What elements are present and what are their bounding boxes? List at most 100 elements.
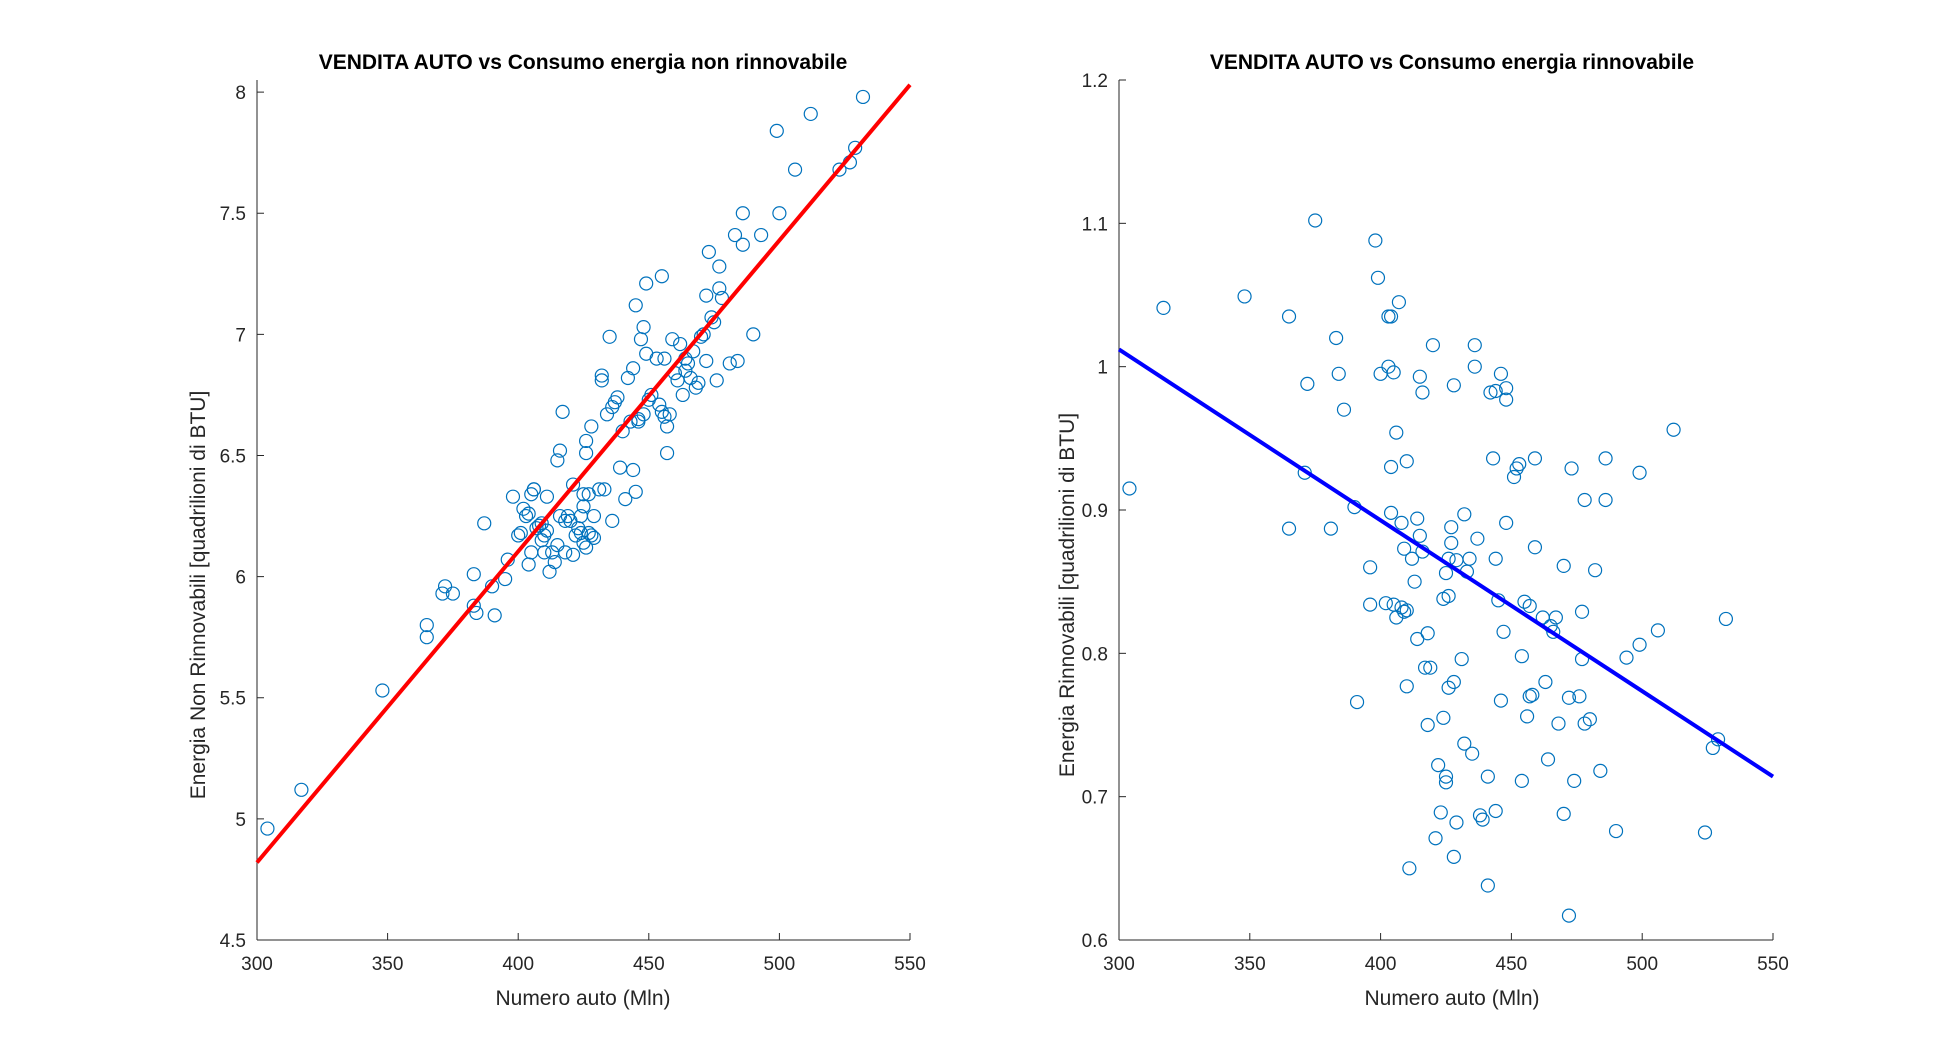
left-chart-data-point xyxy=(526,482,541,497)
left-chart-x-axis-label: Numero auto (Mln) xyxy=(495,987,670,1010)
right-chart-data-point xyxy=(1394,515,1409,531)
right-chart-data-point xyxy=(1650,623,1665,638)
left-chart-data-point xyxy=(727,227,743,243)
left-chart-y-tick-label: 5.5 xyxy=(220,689,246,710)
left-chart-x-tick-label: 550 xyxy=(894,954,926,975)
right-chart-data-point xyxy=(1399,454,1414,469)
right-chart-data-point xyxy=(1470,531,1485,546)
right-chart-data-point xyxy=(1323,521,1338,536)
left-chart-data-point xyxy=(699,353,714,369)
left-chart-data-point xyxy=(803,106,818,122)
right-chart-data-point xyxy=(1666,422,1681,437)
left-chart-data-point xyxy=(586,508,602,524)
right-chart-data-point xyxy=(1496,624,1511,639)
left-chart-data-point xyxy=(576,499,591,514)
right-chart-data-point xyxy=(1514,649,1529,664)
left-chart-x-tick-label: 400 xyxy=(502,954,534,975)
right-chart-data-point xyxy=(1598,492,1613,508)
left-chart-data-point xyxy=(579,433,594,449)
left-chart-data-point xyxy=(649,351,664,366)
right-chart-data-point xyxy=(1389,425,1404,440)
right-chart-data-point xyxy=(1402,861,1417,876)
right-chart-y-tick-label: 1.1 xyxy=(1082,214,1108,235)
left-chart-data-point xyxy=(419,630,434,645)
right-chart-y-tick-label: 0.6 xyxy=(1082,931,1108,952)
right-chart-data-point xyxy=(1420,626,1435,641)
left-chart-data-point xyxy=(579,540,594,555)
right-chart-data-point xyxy=(1588,563,1603,578)
right-chart-data-point xyxy=(1598,451,1613,466)
left-chart-data-point xyxy=(550,453,565,468)
right-chart-data-point xyxy=(1548,610,1563,625)
right-chart-x-tick-label: 400 xyxy=(1365,954,1397,975)
right-chart-data-point xyxy=(1561,908,1577,923)
left-chart-fit-line xyxy=(255,83,912,864)
right-chart-data-point xyxy=(1425,338,1441,353)
right-chart-data-point xyxy=(1368,233,1383,248)
right-chart-data-point xyxy=(1438,769,1454,784)
left-chart-data-point xyxy=(573,525,588,541)
left-chart-data-point xyxy=(618,491,633,507)
left-chart-fit-line-group xyxy=(255,83,912,864)
left-chart-data-point xyxy=(521,506,536,521)
right-chart-data-point xyxy=(1420,717,1435,733)
right-chart-data-point xyxy=(1349,694,1365,710)
right-chart-fit-line-group xyxy=(1117,347,1775,779)
left-chart-data-point xyxy=(787,162,803,177)
left-chart-data-point xyxy=(709,373,724,388)
right-chart-data-point xyxy=(1308,213,1323,228)
right-chart-data-point xyxy=(1499,515,1514,531)
left-chart-y-tick-label: 7.5 xyxy=(220,204,246,225)
left-chart-data-point xyxy=(477,516,492,531)
right-chart-data-point xyxy=(1363,597,1378,612)
left-chart: VENDITA AUTO vs Consumo energia non rinn… xyxy=(187,51,926,1010)
right-chart-fit-line xyxy=(1117,347,1775,779)
right-chart-data-point xyxy=(1506,469,1522,485)
right-chart-data-point xyxy=(1331,366,1346,381)
right-chart-data-point xyxy=(1577,492,1592,508)
left-chart-data-point xyxy=(735,237,750,252)
right-chart-data-point xyxy=(1467,359,1482,374)
right-chart-data-point xyxy=(1446,378,1461,393)
left-chart-data-point xyxy=(529,521,544,536)
left-chart-data-point xyxy=(579,445,594,461)
right-chart-data-point xyxy=(1619,650,1634,665)
right-chart-data-point xyxy=(1561,690,1577,705)
right-chart-data-point xyxy=(1488,383,1503,399)
right-chart-data-point xyxy=(1462,551,1477,566)
left-chart-data-point xyxy=(644,387,659,403)
right-chart-data-point xyxy=(1632,637,1647,652)
right-chart-data-point xyxy=(1410,511,1425,526)
left-chart-x-tick-label: 300 xyxy=(241,954,273,975)
right-chart-x-tick-label: 500 xyxy=(1626,954,1658,975)
right-chart-data-point xyxy=(1397,604,1412,619)
left-chart-y-tick-label: 6 xyxy=(235,568,246,589)
right-chart-data-point xyxy=(1378,596,1393,611)
left-chart-data-point xyxy=(673,336,688,352)
right-chart-data-point xyxy=(1281,521,1297,536)
right-chart-data-point xyxy=(1718,611,1734,627)
right-chart-data-point xyxy=(1577,716,1592,731)
left-chart-data-point xyxy=(636,407,651,422)
right-chart-data-point xyxy=(1399,679,1414,694)
right-chart-data-point xyxy=(1705,740,1720,756)
right-chart-data-point xyxy=(1444,520,1459,535)
left-chart-data-point xyxy=(657,351,672,366)
right-chart-data-point xyxy=(1449,815,1464,830)
left-chart-data-point xyxy=(445,586,460,601)
right-chart-data-point xyxy=(1483,385,1498,400)
left-chart-y-tick-label: 4.5 xyxy=(220,931,246,952)
right-chart-data-point xyxy=(1572,689,1587,704)
right-chart-y-tick-label: 1.2 xyxy=(1082,71,1108,92)
right-chart-data-point xyxy=(1383,505,1399,520)
left-chart-data-point xyxy=(712,259,727,274)
left-chart-data-point xyxy=(652,397,667,412)
right-chart-data-point xyxy=(1493,366,1509,381)
right-chart-data-point xyxy=(1527,540,1543,555)
right-chart-data-point xyxy=(1415,385,1430,400)
right-chart-data-point xyxy=(1582,712,1597,727)
right-chart-data-point xyxy=(1574,604,1590,619)
left-chart-data-point xyxy=(516,501,531,516)
right-chart-data-point xyxy=(1593,763,1608,778)
left-chart-data-point xyxy=(769,123,784,138)
